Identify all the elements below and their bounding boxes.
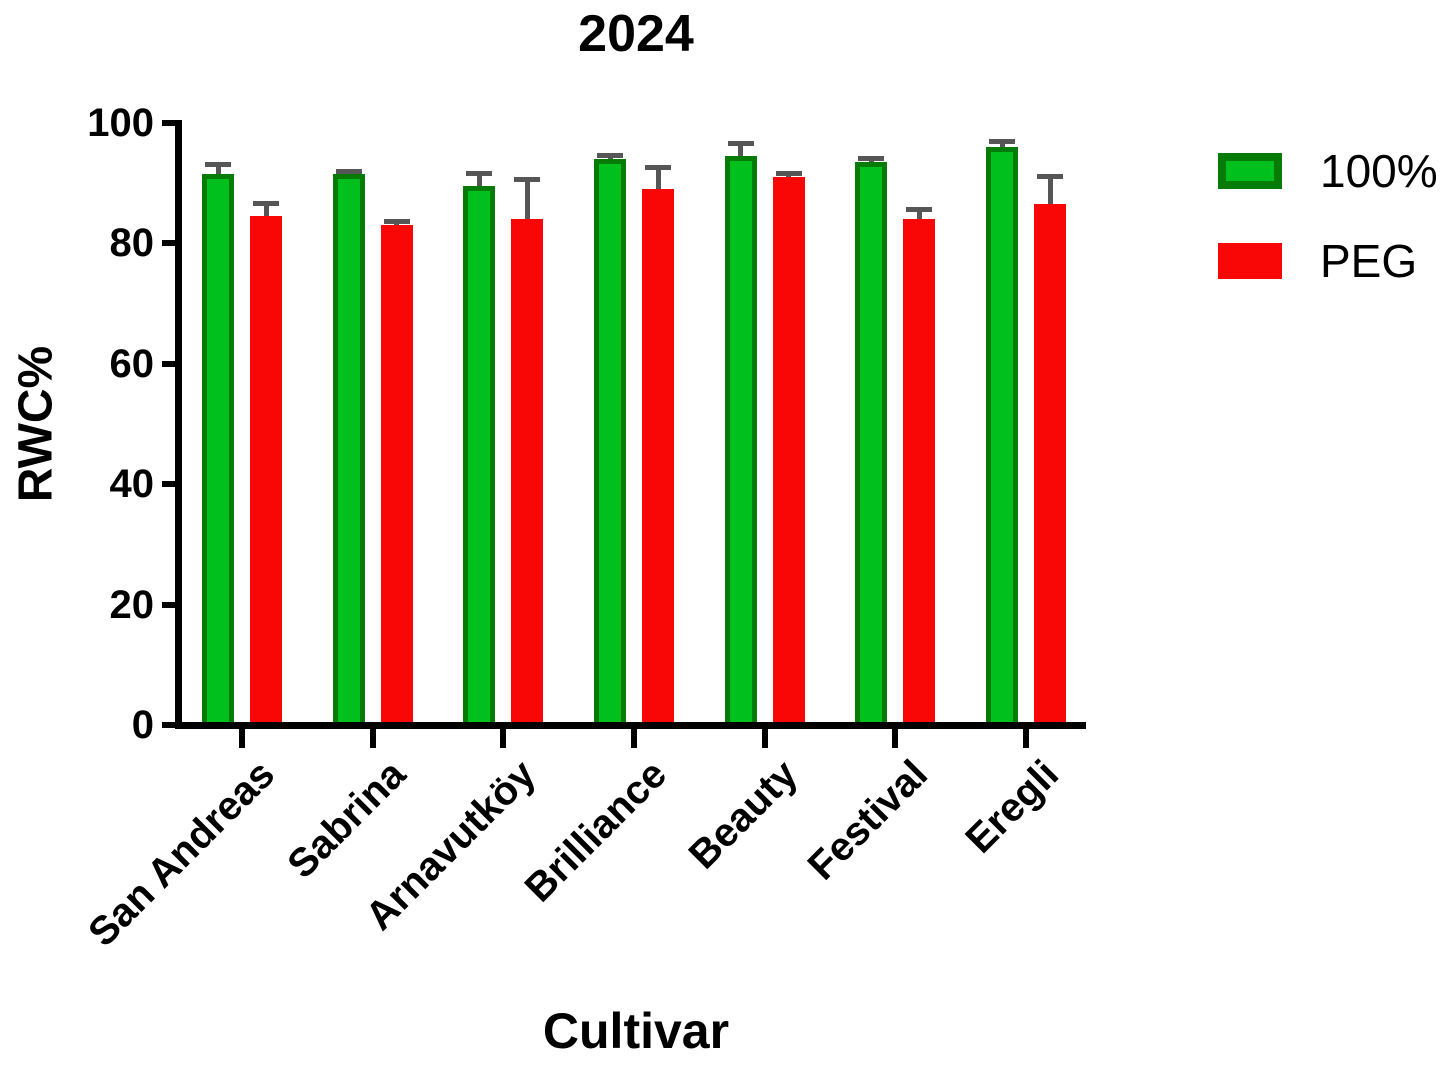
x-axis-tick: [239, 728, 245, 748]
y-tick-label: 0: [131, 703, 154, 747]
error-bar-cap: [989, 139, 1016, 145]
legend-label-peg: PEG: [1320, 235, 1418, 287]
legend: 100% PEG: [1218, 148, 1438, 328]
y-axis-tick: [162, 240, 182, 247]
error-bar-cap: [335, 169, 362, 175]
bar-peg: [1034, 204, 1067, 727]
y-tick-label: 60: [109, 341, 155, 386]
legend-label-100pct: 100%: [1320, 145, 1438, 197]
error-bar-cap: [906, 207, 933, 213]
y-tick-label: 40: [109, 462, 155, 507]
bar-100pct: [986, 147, 1019, 727]
legend-item-100pct: 100%: [1218, 148, 1438, 194]
y-axis-tick: [162, 120, 182, 126]
bar-peg: [642, 189, 674, 727]
x-axis-tick: [1023, 728, 1030, 748]
error-bar-cap: [597, 153, 623, 159]
legend-item-peg: PEG: [1218, 238, 1438, 284]
error-bar-cap: [727, 141, 754, 147]
y-axis-tick: [162, 360, 182, 367]
y-tick-label: 20: [109, 582, 155, 627]
y-tick-label: 100: [87, 101, 154, 145]
error-bar-cap: [514, 177, 541, 183]
bar-100pct: [463, 186, 496, 727]
x-axis-tick: [892, 728, 899, 748]
error-bar-stem: [655, 167, 661, 196]
error-bar-stem: [476, 173, 482, 193]
error-bar-stem: [738, 143, 744, 163]
x-axis-tick: [369, 728, 376, 748]
y-axis-tick: [162, 722, 182, 728]
chart-title: 2024: [578, 5, 694, 63]
y-tick-label: 80: [109, 221, 155, 266]
y-axis-tick: [162, 481, 182, 488]
error-bar-stem: [263, 203, 269, 223]
error-bar-cap: [858, 156, 885, 162]
bar-peg: [511, 219, 544, 727]
error-bar-cap: [1037, 174, 1064, 180]
error-bar-stem: [215, 164, 221, 181]
y-axis-tick: [162, 601, 182, 608]
error-bar-cap: [205, 162, 231, 168]
error-bar-stem: [916, 209, 922, 226]
x-axis-label: Cultivar: [542, 1003, 730, 1059]
error-bar-cap: [775, 171, 802, 177]
bar-100pct: [855, 162, 888, 727]
x-axis-tick: [500, 728, 507, 748]
legend-swatch-100pct-icon: [1218, 153, 1282, 189]
error-bar-stem: [524, 179, 530, 226]
bar-100pct: [202, 174, 234, 727]
bar-100pct: [332, 174, 365, 727]
error-bar-cap: [253, 201, 279, 207]
error-bar-cap: [383, 219, 410, 225]
y-axis-line: [175, 121, 182, 729]
bar-peg: [772, 177, 805, 727]
error-bar-cap: [466, 171, 493, 177]
bar-100pct: [724, 156, 757, 727]
bar-peg: [903, 219, 936, 727]
bar-peg: [380, 225, 413, 727]
error-bar-cap: [645, 165, 671, 171]
bar-peg: [250, 216, 282, 727]
bar-100pct: [594, 159, 626, 727]
legend-swatch-peg-icon: [1218, 243, 1282, 279]
x-axis-line: [178, 721, 1086, 729]
x-axis-tick: [761, 728, 768, 748]
error-bar-stem: [1047, 176, 1053, 211]
x-axis-tick: [631, 728, 637, 748]
